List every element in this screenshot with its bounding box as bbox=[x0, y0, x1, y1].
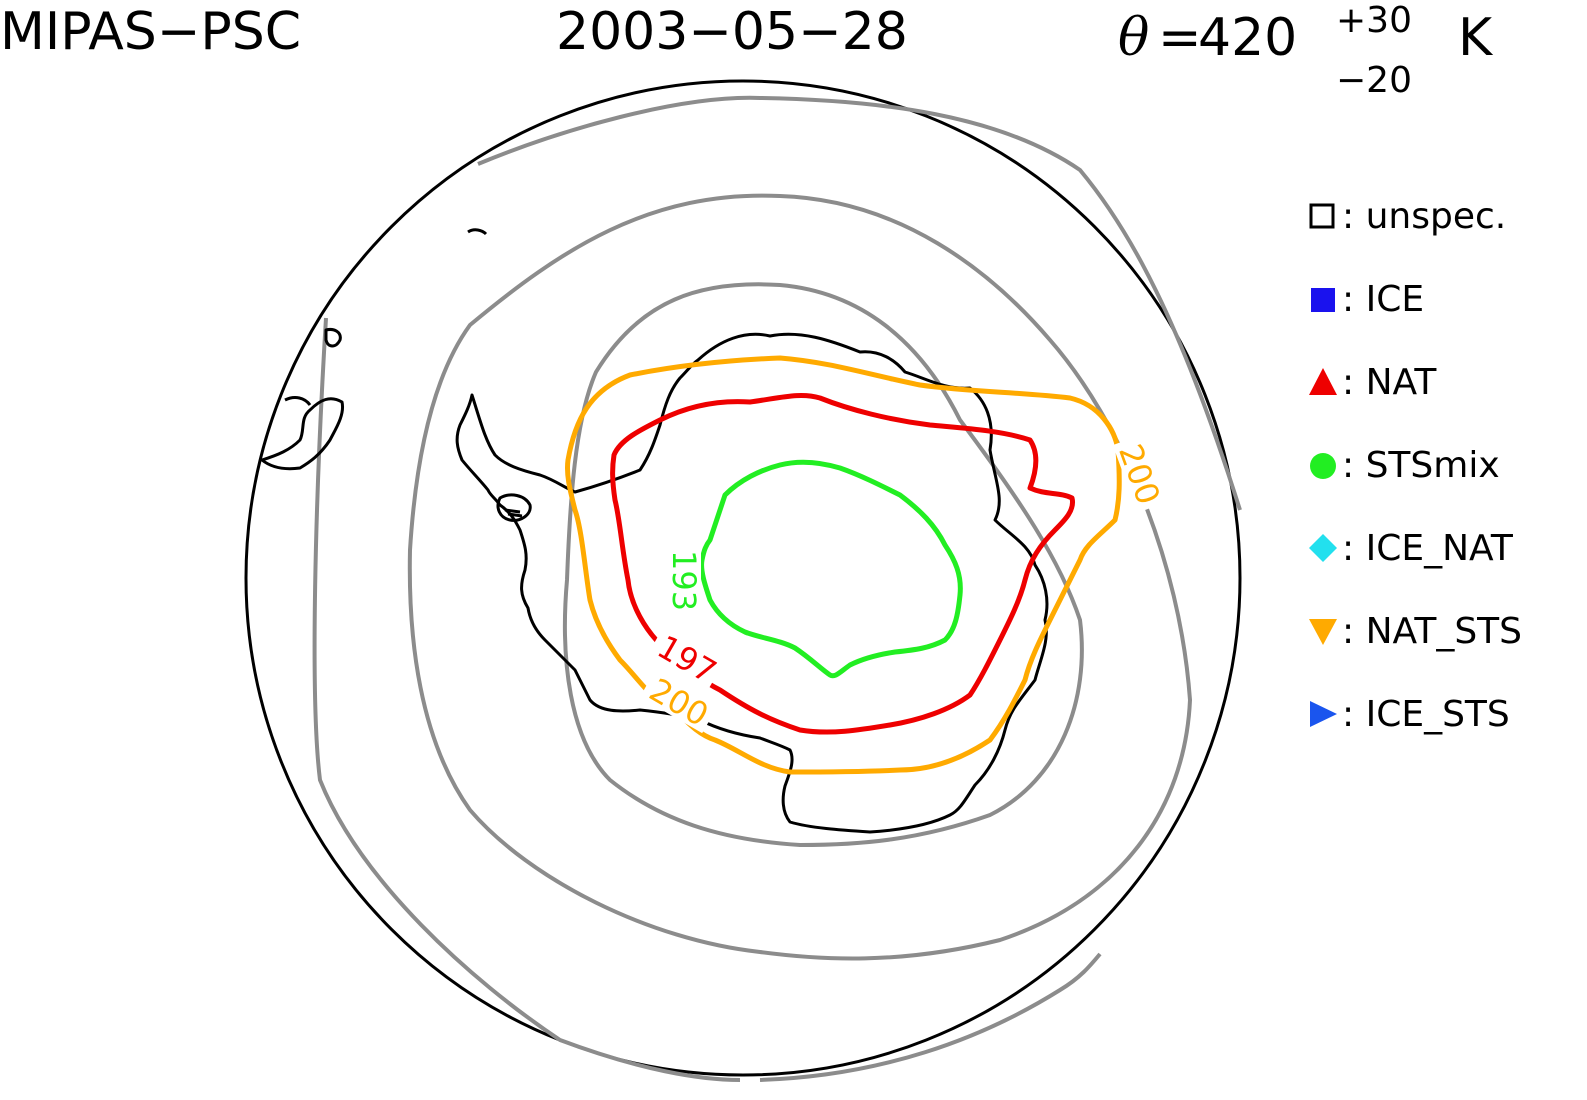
legend-label: : ICE bbox=[1342, 279, 1425, 320]
contour-label-193-group: 193 bbox=[665, 542, 703, 611]
theta-unit: K bbox=[1458, 8, 1493, 68]
south-america-tip bbox=[260, 328, 345, 471]
contour-label-197-mask bbox=[647, 624, 726, 690]
gray-contour-inner bbox=[562, 282, 1084, 848]
legend-item-ice: : ICE bbox=[1308, 277, 1578, 360]
map-boundary bbox=[244, 79, 1242, 1077]
contour-200 bbox=[565, 355, 1122, 775]
psc-type-legend: : unspec. : ICE : NAT : STSmix : ICE_NAT bbox=[1308, 194, 1578, 775]
contour-193 bbox=[699, 459, 963, 679]
legend-item-nat-sts: : NAT_STS bbox=[1308, 609, 1578, 692]
legend-label: : NAT_STS bbox=[1342, 611, 1523, 652]
gray-contour-west bbox=[312, 317, 741, 1082]
legend-label: : NAT bbox=[1342, 362, 1437, 403]
legend-label: : unspec. bbox=[1342, 196, 1507, 237]
theta-plus: +30 bbox=[1336, 0, 1412, 41]
legend-item-ice-sts: : ICE_STS bbox=[1308, 692, 1578, 775]
legend-item-unspec: : unspec. bbox=[1308, 194, 1578, 277]
theta-level-title: θ = 420 +30 −20 K bbox=[1118, 0, 1498, 108]
small-island bbox=[467, 228, 488, 236]
contour-label-193: 193 bbox=[665, 550, 703, 611]
diamond-icon bbox=[1309, 534, 1337, 562]
legend-label: : STSmix bbox=[1342, 445, 1500, 486]
theta-value: 420 bbox=[1198, 8, 1298, 68]
gray-contour-middle bbox=[407, 193, 1193, 961]
antarctic-peninsula-islands bbox=[496, 493, 532, 522]
instrument-title: MIPAS−PSC bbox=[0, 2, 302, 62]
legend-item-nat: : NAT bbox=[1308, 360, 1578, 443]
circle-icon bbox=[1310, 453, 1336, 479]
gray-contour-south bbox=[759, 952, 1102, 1082]
theta-symbol: θ bbox=[1118, 8, 1150, 68]
theta-equals: = bbox=[1158, 8, 1202, 68]
legend-label: : ICE_NAT bbox=[1342, 528, 1513, 569]
open-square-icon bbox=[1309, 203, 1335, 229]
theta-minus: −20 bbox=[1336, 60, 1412, 101]
contour-label-200-right-mask bbox=[1112, 433, 1170, 513]
filled-square-icon bbox=[1311, 288, 1335, 312]
date-title: 2003−05−28 bbox=[556, 2, 908, 62]
triangle-up-icon bbox=[1309, 368, 1337, 395]
legend-item-stsmix: : STSmix bbox=[1308, 443, 1578, 526]
legend-item-ice-nat: : ICE_NAT bbox=[1308, 526, 1578, 609]
triangle-right-icon bbox=[1310, 701, 1337, 727]
legend-label: : ICE_STS bbox=[1342, 694, 1510, 735]
triangle-down-icon bbox=[1309, 619, 1337, 645]
contour-label-193-mask bbox=[667, 542, 701, 608]
contour-label-200-left-mask bbox=[639, 667, 720, 734]
gray-contour-outer bbox=[477, 95, 1242, 511]
